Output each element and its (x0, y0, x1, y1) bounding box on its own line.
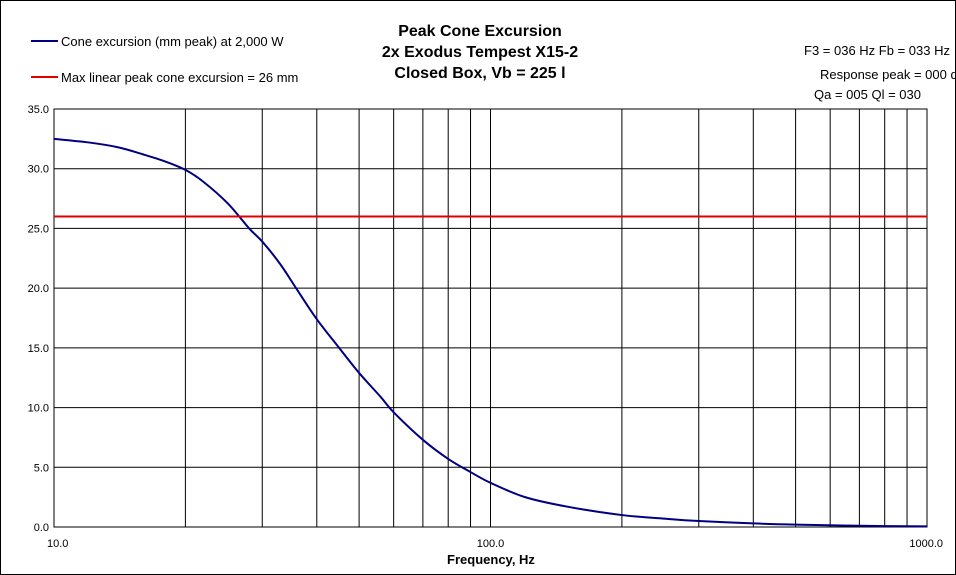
y-tick-label: 15.0 (28, 343, 49, 355)
x-tick-label: 100.0 (477, 538, 505, 550)
y-tick-label: 35.0 (28, 104, 49, 116)
y-tick-label: 10.0 (28, 403, 49, 415)
annotation-qa-ql: Qa = 005 Ql = 030 (814, 87, 921, 102)
annotation-response-peak: Response peak = 000 dB (820, 67, 955, 82)
x-axis-label: Frequency, Hz (447, 552, 535, 567)
y-tick-label: 25.0 (28, 223, 49, 235)
series-layer (53, 137, 928, 528)
annotation-f3-fb: F3 = 036 Hz Fb = 033 Hz (804, 43, 950, 58)
grid (54, 108, 927, 528)
plot-border (53, 108, 928, 528)
tick-labels: 0.0 5.0 10.0 15.0 20.0 25.0 30.0 35.0 10.0 100.0 1… (28, 104, 943, 550)
legend-label-excursion: Cone excursion (mm peak) at 2,000 W (61, 34, 284, 49)
y-tick-label: 20.0 (28, 283, 49, 295)
y-tick-label: 0.0 (34, 522, 49, 534)
x-tick-label: 1000.0 (909, 538, 943, 550)
chart-title-line-1: Peak Cone Excursion (398, 23, 562, 40)
y-tick-label: 30.0 (28, 164, 49, 176)
legend-label-max-linear: Max linear peak cone excursion = 26 mm (61, 70, 298, 85)
series-line-excursion (53, 137, 928, 528)
x-tick-label: 10.0 (47, 538, 68, 550)
plot-area-border (53, 108, 928, 528)
chart-title-line-2: 2x Exodus Tempest X15-2 (382, 44, 578, 61)
chart-title-line-3: Closed Box, Vb = 225 l (394, 65, 565, 82)
y-tick-label: 5.0 (34, 462, 49, 474)
